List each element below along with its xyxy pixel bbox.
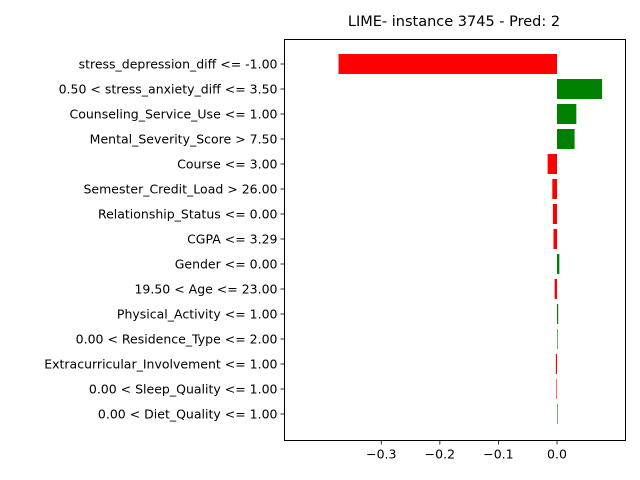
bar-9 xyxy=(554,279,557,299)
y-tick-label: 0.00 < Sleep_Quality <= 1.00 xyxy=(89,382,278,397)
bar-12 xyxy=(555,354,557,374)
y-tick-label: 0.50 < stress_anxiety_diff <= 3.50 xyxy=(59,82,278,97)
y-tick-label: Relationship_Status <= 0.00 xyxy=(98,207,278,222)
bar-6 xyxy=(552,204,557,224)
bar-1 xyxy=(557,79,603,99)
chart-title: LIME- instance 3745 - Pred: 2 xyxy=(348,14,560,30)
x-tick-label: −0.2 xyxy=(425,447,455,462)
y-tick-label: 0.00 < Residence_Type <= 2.00 xyxy=(76,332,278,347)
bar-3 xyxy=(557,129,575,149)
bar-5 xyxy=(552,179,557,199)
plot-frame xyxy=(284,39,626,441)
x-tick-label: −0.3 xyxy=(366,447,396,462)
y-tick-label: 0.00 < Diet_Quality <= 1.00 xyxy=(98,407,278,422)
y-tick-label: stress_depression_diff <= -1.00 xyxy=(79,57,278,72)
bar-4 xyxy=(547,154,557,174)
bar-10 xyxy=(557,304,559,324)
x-axis: −0.3 −0.2 −0.1 0.0 xyxy=(366,440,567,462)
x-tick-label: 0.0 xyxy=(547,447,567,462)
y-tick-label: CGPA <= 3.29 xyxy=(187,232,277,247)
y-tick-label: Semester_Credit_Load > 26.00 xyxy=(83,182,277,197)
y-tick-label: Gender <= 0.00 xyxy=(175,257,278,272)
y-tick-label: Counseling_Service_Use <= 1.00 xyxy=(69,107,277,122)
y-tick-label: Physical_Activity <= 1.00 xyxy=(117,307,278,322)
bar-8 xyxy=(557,254,560,274)
y-tick-labels: stress_depression_diff <= -1.00 0.50 < st… xyxy=(44,57,285,422)
y-tick-label: 19.50 < Age <= 23.00 xyxy=(134,282,277,297)
bar-13 xyxy=(556,379,558,399)
y-tick-label: Extracurricular_Involvement <= 1.00 xyxy=(44,357,277,372)
bar-14 xyxy=(557,404,558,424)
bar-2 xyxy=(557,104,577,124)
bar-11 xyxy=(557,329,558,349)
bar-7 xyxy=(553,229,557,249)
x-tick-label: −0.1 xyxy=(483,447,513,462)
y-tick-label: Mental_Severity_Score > 7.50 xyxy=(90,132,278,147)
bars-group xyxy=(338,54,603,424)
y-tick-label: Course <= 3.00 xyxy=(177,157,277,172)
bar-0 xyxy=(338,54,557,74)
